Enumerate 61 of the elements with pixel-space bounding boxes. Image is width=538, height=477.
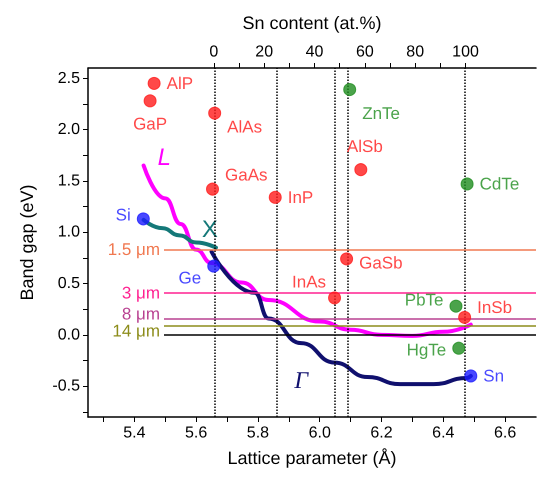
x-tick-label: 5.4 xyxy=(123,424,146,442)
point xyxy=(268,190,282,204)
series-label: InP xyxy=(288,188,314,207)
series-label: AlAs xyxy=(227,118,262,137)
series-label: GaSb xyxy=(359,253,403,272)
point xyxy=(449,300,462,313)
series-label: AlP xyxy=(166,74,194,93)
x2-tick-label: 100 xyxy=(452,44,479,60)
ref-line-label: 1.5 μm xyxy=(108,240,160,260)
x2-tick-label: 20 xyxy=(255,44,274,60)
point xyxy=(328,291,342,304)
x2-tick-label: 40 xyxy=(306,44,324,60)
point xyxy=(208,106,222,120)
series-label: L xyxy=(158,144,171,172)
series-label: HgTe xyxy=(406,340,446,360)
point xyxy=(343,83,356,96)
point xyxy=(206,182,220,196)
series-label: Ge xyxy=(178,268,202,288)
point xyxy=(144,94,157,108)
x-tick-label: 6.0 xyxy=(308,424,331,442)
x2-tick-label: 0 xyxy=(209,44,218,60)
series-label: Γ xyxy=(293,368,310,394)
x-tick-label: 6.4 xyxy=(432,424,455,442)
y-tick-label: 0.0 xyxy=(58,326,80,344)
series-label: Sn xyxy=(483,366,504,386)
point xyxy=(148,76,161,90)
y-tick-label: 0.5 xyxy=(58,275,80,292)
point xyxy=(340,252,354,266)
series-label: PbTe xyxy=(404,290,444,310)
point xyxy=(207,260,220,273)
x-tick-label: 5.8 xyxy=(246,424,270,442)
x-tick-label: 5.6 xyxy=(185,424,208,442)
ref-line-label: 3 μm xyxy=(122,283,160,302)
series-label: CdTe xyxy=(480,174,520,194)
point xyxy=(452,342,466,355)
x-axis-title: Lattice parameter (Å) xyxy=(227,448,397,468)
series-label: ZnTe xyxy=(362,104,400,124)
point xyxy=(354,163,368,176)
point xyxy=(136,212,150,226)
y-tick-label: 1.5 xyxy=(58,172,80,190)
series-label: InAs xyxy=(292,272,326,292)
x2-tick-label: 80 xyxy=(406,44,424,60)
series-label: GaP xyxy=(133,114,168,134)
y-tick-label: 1.0 xyxy=(58,224,80,241)
point xyxy=(464,369,478,382)
x-tick-label: 6.6 xyxy=(494,424,516,442)
series-label: X xyxy=(202,216,218,244)
y-tick-label: 2.5 xyxy=(58,70,80,87)
x2-axis-title: Sn content (at.%) xyxy=(242,13,382,33)
ref-line-label: 8 μm xyxy=(122,304,160,324)
y-tick-label: 2.0 xyxy=(58,121,80,138)
x-tick-label: 6.2 xyxy=(370,424,393,442)
series-label: GaAs xyxy=(225,166,268,185)
point xyxy=(460,177,474,190)
x2-tick-label: 60 xyxy=(356,44,374,60)
point xyxy=(458,310,472,324)
series-label: AlSb xyxy=(346,137,383,156)
y-tick-label: -0.5 xyxy=(52,378,80,395)
series-label: InSb xyxy=(477,298,512,317)
series-label: Si xyxy=(116,205,131,224)
y-axis-title: Band gap (eV) xyxy=(17,184,37,301)
